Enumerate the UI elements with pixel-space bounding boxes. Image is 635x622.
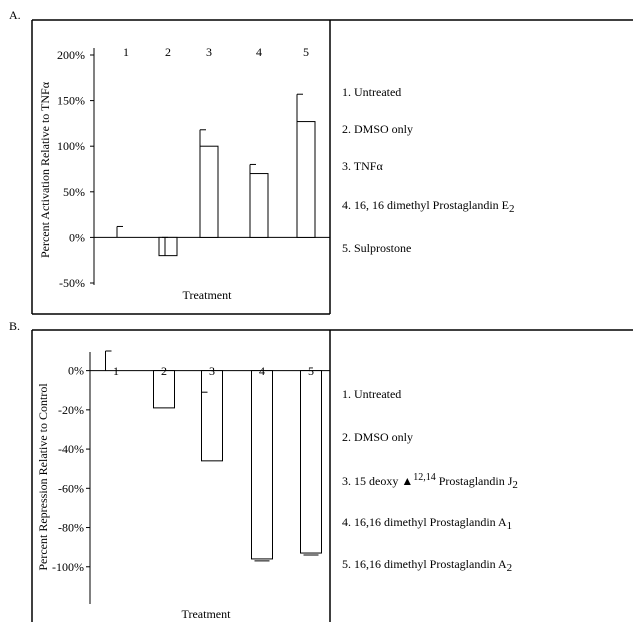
- panel-b-label: B.: [9, 319, 21, 333]
- legend-item: 3. TNFα: [342, 159, 383, 174]
- chart-b-y-axis-label: Percent Repression Relative to Control: [36, 383, 50, 571]
- chart-a-category-label: 4: [256, 45, 262, 59]
- chart-b-y-tick-label: -60%: [58, 481, 84, 495]
- delta-symbol: ▲: [401, 474, 414, 488]
- chart-a-y-tick-label: -50%: [59, 276, 85, 290]
- chart-a-bar: [296, 121, 316, 238]
- chart-a-y-tick-label: 50%: [63, 185, 85, 199]
- legend-item-text: 3. 15 deoxy: [342, 474, 402, 488]
- legend-subscript: 1: [506, 520, 513, 532]
- chart-a-category-label: 3: [206, 45, 212, 59]
- legend-item-text: 4. 16,16 dimethyl Prostaglandin A: [342, 515, 507, 529]
- legend-subscript: 2: [509, 203, 515, 215]
- chart-b-bar: [251, 370, 273, 560]
- chart-b-bar: [201, 370, 223, 462]
- chart-a-bar: [158, 236, 178, 257]
- legend-item-text: 4. 16, 16 dimethyl Prostaglandin E: [342, 198, 509, 212]
- chart-a-y-tick-label: 0%: [69, 230, 85, 244]
- legend-item-text: 5. Sulprostone: [342, 241, 412, 255]
- legend-item-text: 1. Untreated: [342, 85, 402, 99]
- chart-b-y-tick-label: -80%: [58, 521, 84, 535]
- legend-subscript: 2: [512, 479, 518, 491]
- chart-a-y-axis-label: Percent Activation Relative to TNFα: [38, 81, 52, 258]
- legend-item: 4. 16,16 dimethyl Prostaglandin A1: [342, 515, 512, 532]
- chart-a-y-tick-label: 100%: [57, 139, 85, 153]
- legend-item: 1. Untreated: [342, 85, 401, 100]
- chart-b-category-label: 2: [161, 364, 167, 378]
- legend-item: 5. Sulprostone: [342, 241, 411, 256]
- legend-item-text: 1. Untreated: [342, 387, 402, 401]
- panel-a-label: A.: [9, 8, 21, 22]
- legend-item: 5. 16,16 dimethyl Prostaglandin A2: [342, 557, 512, 574]
- legend-item: 3. 15 deoxy ▲12,14 Prostaglandin J2: [342, 472, 518, 491]
- chart-a-bar: [249, 173, 269, 238]
- chart-b-x-axis-label: Treatment: [182, 607, 232, 621]
- legend-item: 2. DMSO only: [342, 430, 413, 445]
- legend-item: 2. DMSO only: [342, 122, 413, 137]
- chart-b-y-tick-label: -20%: [58, 403, 84, 417]
- chart-b-plot: 0% -20% -40% -60% -80% -100% 1 2 3 4 5 Treatment Per…: [36, 350, 330, 621]
- legend-superscript: 12,14: [413, 472, 436, 483]
- chart-b-y-tick-label: 0%: [68, 364, 84, 378]
- chart-b-bar: [300, 370, 322, 554]
- chart-a-y-tick-label: 200%: [57, 48, 85, 62]
- chart-b-bar: [153, 370, 175, 409]
- chart-b-category-label: 1: [113, 364, 119, 378]
- legend-item-text: 2. DMSO only: [342, 430, 414, 444]
- chart-b-y-tick-label: -40%: [58, 442, 84, 456]
- chart-a-category-label: 5: [303, 45, 309, 59]
- legend-item: 4. 16, 16 dimethyl Prostaglandin E2: [342, 198, 515, 215]
- legend-subscript: 2: [506, 562, 513, 574]
- legend-item-text: 2. DMSO only: [342, 122, 414, 136]
- chart-a-category-label: 2: [165, 45, 171, 59]
- chart-a-plot: 200% 150% 100% 50% 0% -50% 1 2 3 4 5 Treatment Perce…: [38, 45, 330, 302]
- chart-a-bar: [199, 145, 219, 238]
- chart-a-category-label: 1: [123, 45, 129, 59]
- chart-b-category-label: 5: [308, 364, 314, 378]
- legend-item: 1. Untreated: [342, 387, 401, 402]
- chart-b-category-label: 3: [209, 364, 215, 378]
- legend-item-text: 3. TNFα: [342, 159, 383, 173]
- legend-item-text: 5. 16,16 dimethyl Prostaglandin A: [342, 557, 507, 571]
- chart-b-category-label: 4: [259, 364, 265, 378]
- chart-b-y-tick-label: -100%: [52, 560, 84, 574]
- legend-item-text: Prostaglandin J: [435, 474, 513, 488]
- chart-a-y-tick-label: 150%: [57, 94, 85, 108]
- chart-a-x-axis-label: Treatment: [183, 288, 233, 302]
